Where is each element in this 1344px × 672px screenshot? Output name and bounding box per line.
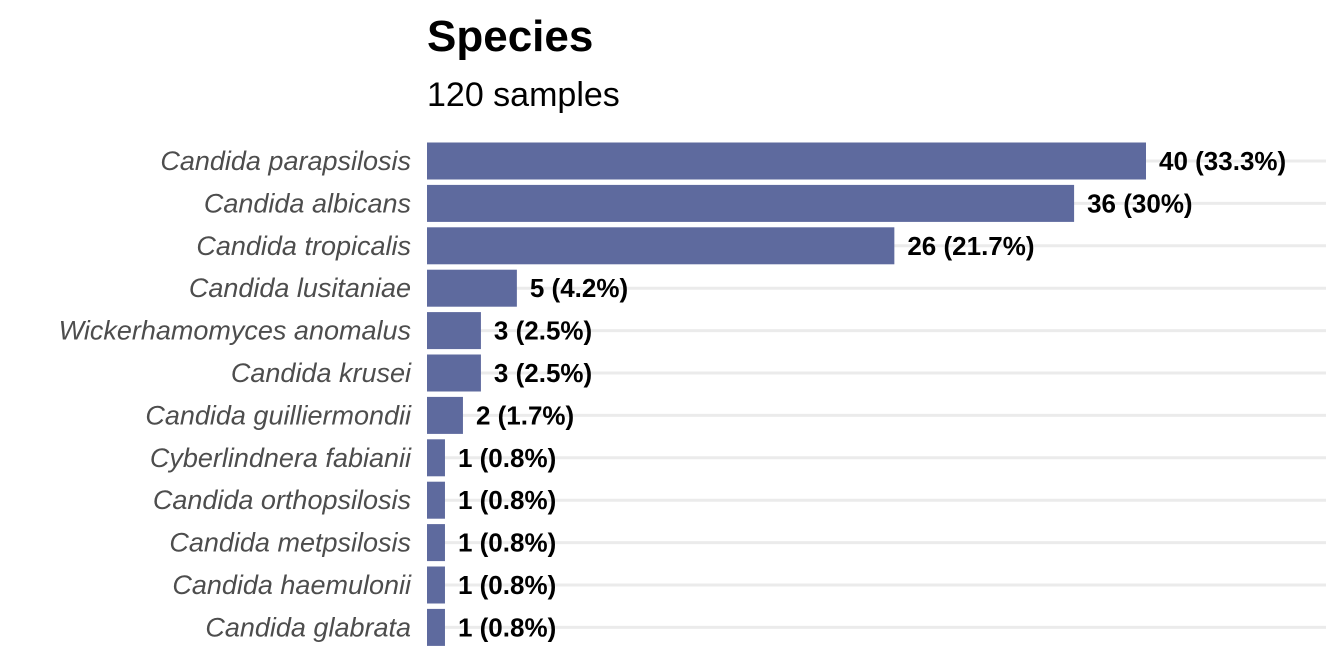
data-label: 36 (30%) xyxy=(1087,188,1193,218)
data-label: 1 (0.8%) xyxy=(458,443,556,473)
chart-subtitle: 120 samples xyxy=(427,76,620,114)
bar xyxy=(427,269,517,307)
data-label: 1 (0.8%) xyxy=(458,485,556,515)
bar xyxy=(427,439,445,477)
bar xyxy=(427,312,481,350)
data-label: 1 (0.8%) xyxy=(458,612,556,642)
category-label: Candida lusitaniae xyxy=(189,273,411,303)
chart-title: Species xyxy=(427,12,594,61)
category-label: Wickerhamomyces anomalus xyxy=(59,316,411,346)
data-label: 40 (33.3%) xyxy=(1159,146,1286,176)
category-label: Candida tropicalis xyxy=(196,231,411,261)
bar xyxy=(427,524,445,562)
bars xyxy=(427,142,1146,646)
data-label: 1 (0.8%) xyxy=(458,570,556,600)
category-label: Candida parapsilosis xyxy=(160,146,411,176)
bar xyxy=(427,396,463,434)
data-label: 5 (4.2%) xyxy=(530,273,628,303)
category-label: Candida krusei xyxy=(231,358,412,388)
data-label: 1 (0.8%) xyxy=(458,528,556,558)
bar xyxy=(427,481,445,519)
data-label: 2 (1.7%) xyxy=(476,400,574,430)
bar xyxy=(427,184,1075,222)
category-label: Candida metpsilosis xyxy=(169,528,411,558)
category-label: Candida haemulonii xyxy=(172,570,412,600)
category-labels: Candida parapsilosis Candida albicans Cand… xyxy=(59,146,412,642)
data-label: 26 (21.7%) xyxy=(907,231,1034,261)
data-labels: 40 (33.3%) 36 (30%) 26 (21.7%) 5 (4.2%) 3 (2… xyxy=(458,146,1286,642)
data-label: 3 (2.5%) xyxy=(494,316,592,346)
bar xyxy=(427,608,445,646)
bar xyxy=(427,227,895,265)
category-label: Candida guilliermondii xyxy=(145,400,412,430)
bar xyxy=(427,354,481,392)
category-label: Candida albicans xyxy=(204,188,411,218)
category-label: Candida glabrata xyxy=(205,612,411,642)
category-label: Candida orthopsilosis xyxy=(153,485,411,515)
category-label: Cyberlindnera fabianii xyxy=(150,443,412,473)
bar xyxy=(427,566,445,604)
grid-lines xyxy=(427,159,1326,629)
bar xyxy=(427,142,1146,180)
data-label: 3 (2.5%) xyxy=(494,358,592,388)
